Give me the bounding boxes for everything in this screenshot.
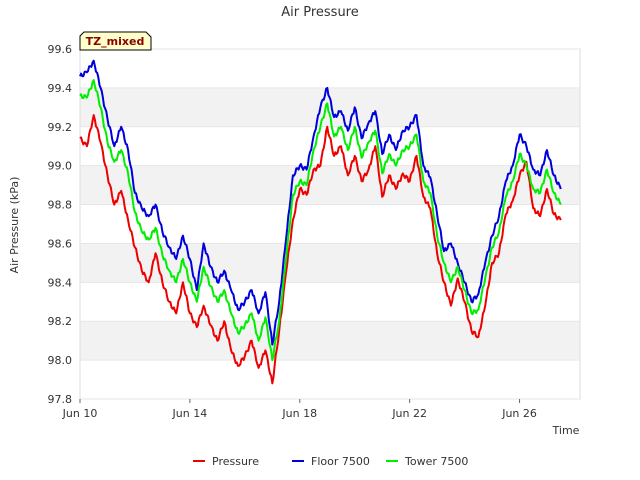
plot-band [80,321,580,361]
y-axis-ticks: 97.8 98.0 98.2 98.4 98.6 98.8 99.0 99.2 99.4 99.6 [48,43,73,406]
plot-band [80,126,580,166]
plot-band [80,49,580,88]
plot-band [80,87,580,127]
tz-badge-label: TZ_mixed [86,35,145,48]
series-line-floor-7500 [79,59,562,346]
plot-band [80,243,580,283]
legend-label: Pressure [212,455,259,468]
gridlines [80,48,580,400]
y-tick-label: 99.2 [48,121,73,134]
x-tick-label: Jun 10 [62,407,98,420]
legend-label: Tower 7500 [404,455,468,468]
y-tick-label: 97.8 [48,393,73,406]
x-axis-ticks: Jun 10 Jun 14 Jun 18 Jun 22 Jun 26 [62,399,537,420]
x-tick-label: Jun 18 [281,407,317,420]
chart-title: Air Pressure [281,5,359,20]
series-line-pressure [79,114,562,385]
x-axis-label: Time [552,424,580,437]
y-tick-label: 99.0 [48,160,73,173]
plot-band [80,282,580,322]
plot-band [80,360,580,399]
legend-label: Floor 7500 [311,455,370,468]
x-tick-label: Jun 26 [501,407,537,420]
series-lines [79,59,562,385]
y-tick-label: 98.6 [48,237,73,250]
y-tick-label: 99.6 [48,43,73,56]
series-line-tower-7500 [79,79,562,362]
y-tick-label: 98.8 [48,199,73,212]
plot-band [80,204,580,244]
x-tick-label: Jun 22 [391,407,427,420]
plot-band [80,165,580,205]
legend: Pressure Floor 7500 Tower 7500 [193,455,468,468]
y-tick-label: 98.4 [48,276,73,289]
x-tick-label: Jun 14 [172,407,208,420]
y-tick-label: 98.0 [48,354,73,367]
y-tick-label: 98.2 [48,315,73,328]
y-tick-label: 99.4 [48,82,73,95]
y-axis-label: Air Pressure (kPa) [8,177,21,274]
tz-badge: TZ_mixed [79,31,152,51]
